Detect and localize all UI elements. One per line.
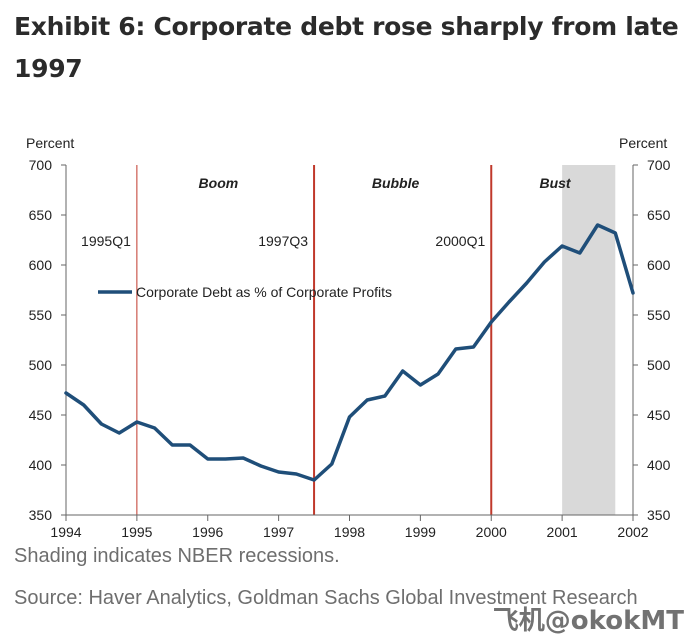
data-point <box>472 345 475 349</box>
y-tick-label-left: 700 <box>29 157 53 173</box>
data-point <box>277 470 280 474</box>
data-point <box>312 478 316 482</box>
x-tick-label: 1994 <box>50 524 81 540</box>
data-point <box>436 372 440 376</box>
recession-note: Shading indicates NBER recessions. <box>14 545 340 567</box>
data-point <box>224 457 227 461</box>
x-tick-label: 2000 <box>476 524 507 540</box>
phase-label-bust: Bust <box>539 175 571 191</box>
y-tick-label-left: 650 <box>29 207 53 223</box>
y-tick-label-left: 400 <box>29 457 53 473</box>
data-point <box>507 300 511 304</box>
data-point <box>135 420 139 424</box>
x-tick-label: 1999 <box>405 524 436 540</box>
data-point <box>117 431 121 435</box>
data-point <box>64 391 68 395</box>
data-point <box>348 415 351 419</box>
series-line <box>64 223 635 482</box>
data-point <box>525 281 528 285</box>
data-point <box>153 426 156 430</box>
x-tick-label: 1997 <box>263 524 294 540</box>
legend-label: Corporate Debt as % of Corporate Profits <box>136 284 392 300</box>
phase-label-boom: Boom <box>199 175 239 191</box>
data-point <box>578 251 582 255</box>
phase-label-bubble: Bubble <box>372 175 420 191</box>
data-point <box>206 457 209 461</box>
data-point <box>454 347 458 351</box>
x-tick-label: 1998 <box>334 524 365 540</box>
phase-date-label: 1995Q1 <box>81 233 131 249</box>
source-note: Source: Haver Analytics, Goldman Sachs G… <box>14 587 638 609</box>
data-point <box>383 394 387 398</box>
y-tick-label-right: 600 <box>647 257 671 273</box>
data-point <box>614 231 617 235</box>
watermark: 飞机@okokMT <box>492 606 684 636</box>
y-axis-label-right: Percent <box>619 135 667 151</box>
data-point <box>259 464 263 468</box>
y-tick-label-left: 450 <box>29 407 53 423</box>
data-point <box>366 398 369 402</box>
data-point <box>82 403 85 407</box>
data-point <box>241 456 245 460</box>
x-tick-label: 2002 <box>617 524 648 540</box>
y-tick-label-left: 500 <box>29 357 53 373</box>
y-tick-label-right: 400 <box>647 457 671 473</box>
data-point <box>596 223 599 227</box>
data-point <box>171 443 174 447</box>
line-chart: 350 350 400 400 450 450 500 500 550 550 600 600 650 6… <box>26 135 671 540</box>
data-point <box>543 260 546 264</box>
x-tick-label: 1995 <box>121 524 152 540</box>
data-point <box>295 472 298 476</box>
y-tick-label-right: 550 <box>647 307 671 323</box>
y-tick-label-left: 350 <box>29 507 53 523</box>
y-tick-label-right: 700 <box>647 157 671 173</box>
x-tick-label: 2001 <box>547 524 578 540</box>
data-point <box>330 462 333 466</box>
recession-shading <box>562 165 616 515</box>
y-tick-label-right: 350 <box>647 507 671 523</box>
data-point <box>401 369 404 373</box>
chart-title: Exhibit 6: Corporate debt rose sharply f… <box>14 12 679 83</box>
data-point <box>188 443 192 447</box>
phase-date-label: 2000Q1 <box>435 233 485 249</box>
phase-date-label: 1997Q3 <box>258 233 308 249</box>
data-point <box>490 320 493 324</box>
data-point <box>631 291 635 295</box>
y-tick-label-left: 600 <box>29 257 53 273</box>
y-tick-label-right: 450 <box>647 407 671 423</box>
data-point <box>560 244 564 248</box>
y-tick-label-right: 500 <box>647 357 671 373</box>
y-tick-label-left: 550 <box>29 307 53 323</box>
y-tick-label-right: 650 <box>647 207 671 223</box>
data-point <box>100 422 103 426</box>
x-tick-label: 1996 <box>192 524 223 540</box>
data-point <box>419 383 422 387</box>
y-axis-label-left: Percent <box>26 135 74 151</box>
